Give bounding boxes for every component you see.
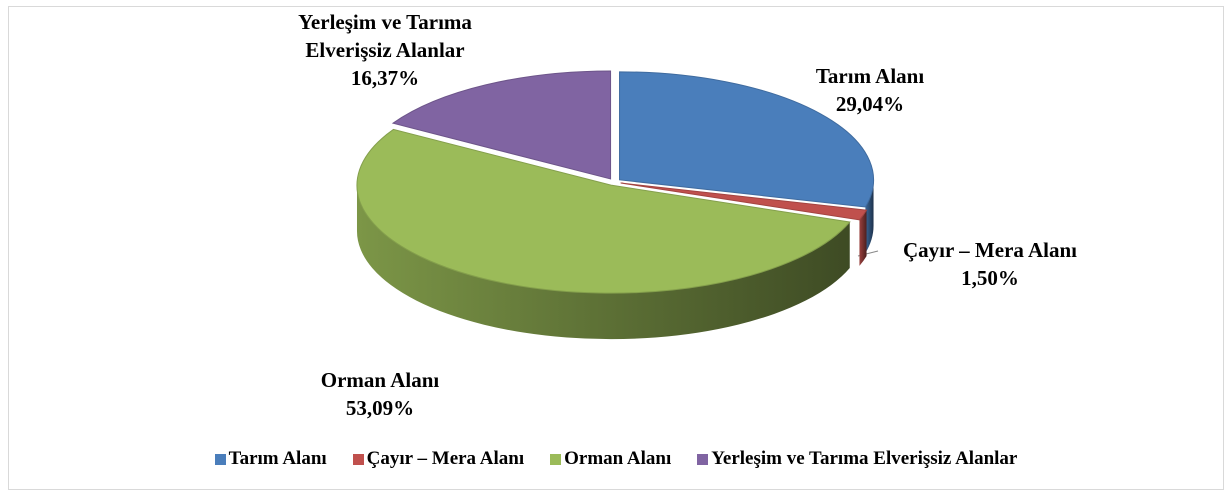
- slice: [356, 128, 851, 294]
- data-label-name: Yerleşim ve Tarıma Elverişsiz Alanlar: [298, 10, 472, 62]
- chart-border: [8, 6, 1224, 490]
- legend-swatch: [352, 453, 364, 465]
- legend-label: Tarım Alanı: [228, 448, 327, 469]
- slice-side: [859, 210, 867, 266]
- slice-sides: [356, 179, 874, 340]
- data-label-name: Çayır – Mera Alanı: [902, 238, 1077, 262]
- slice-side: [356, 185, 850, 340]
- data-label-value: 29,04%: [835, 92, 905, 116]
- data-label: Orman Alanı 53,09%: [270, 366, 490, 422]
- legend-item: Çayır – Mera Alanı: [352, 448, 525, 470]
- data-label-name: Orman Alanı: [320, 368, 440, 392]
- data-label: Yerleşim ve Tarıma Elverişsiz Alanlar 16,…: [255, 8, 515, 92]
- data-label-value: 16,37%: [350, 66, 420, 90]
- legend-swatch: [550, 453, 562, 465]
- legend-swatch: [697, 453, 709, 465]
- legend-item: Yerleşim ve Tarıma Elverişsiz Alanlar: [697, 448, 1017, 470]
- data-label-value: 53,09%: [345, 396, 415, 420]
- slice: [391, 70, 612, 180]
- slice: [620, 182, 868, 221]
- data-label-name: Tarım Alanı: [815, 64, 925, 88]
- data-label: Tarım Alanı 29,04%: [760, 62, 980, 118]
- legend-label: Çayır – Mera Alanı: [366, 448, 525, 469]
- slice-side: [865, 179, 874, 253]
- legend-swatch: [214, 453, 226, 465]
- legend-item: Tarım Alanı: [214, 448, 327, 470]
- slice-tops: [356, 70, 875, 294]
- data-label: Çayır – Mera Alanı 1,50%: [870, 236, 1110, 292]
- legend-item: Orman Alanı: [550, 448, 671, 470]
- legend-label: Orman Alanı: [564, 448, 672, 469]
- legend: Tarım Alanı Çayır – Mera Alanı Orman Alanı…: [0, 448, 1232, 470]
- data-label-value: 1,50%: [961, 266, 1019, 290]
- slice: [619, 71, 875, 208]
- legend-label: Yerleşim ve Tarıma Elverişsiz Alanlar: [711, 448, 1018, 469]
